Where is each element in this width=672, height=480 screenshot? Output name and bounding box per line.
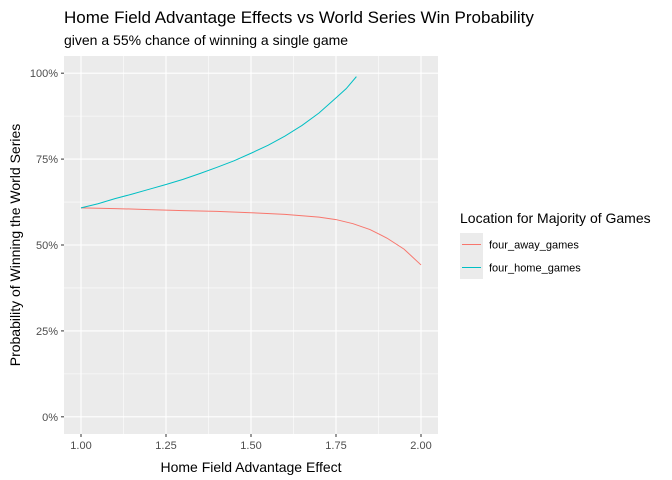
legend-label: four_home_games <box>489 263 581 275</box>
chart-title: Home Field Advantage Effects vs World Se… <box>64 8 534 27</box>
series-line-four_home_games <box>80 76 357 209</box>
x-axis-ticks: 1.00 1.25 1.50 1.75 2.00 <box>70 434 432 452</box>
y-axis-title: Probability of Winning the World Series <box>7 124 23 367</box>
legend-items: four_away_games four_home_games <box>460 233 581 279</box>
x-tick-label: 1.25 <box>155 440 176 452</box>
grid-major <box>64 56 438 434</box>
y-axis-ticks: 0% 25% 50% 75% 100% <box>30 68 64 424</box>
series-lines <box>80 76 422 266</box>
y-tick-label: 100% <box>30 68 58 80</box>
legend: Location for Majority of Games four_away… <box>460 210 651 279</box>
x-axis-title: Home Field Advantage Effect <box>160 459 341 475</box>
x-tick-label: 1.00 <box>70 440 91 452</box>
legend-title: Location for Majority of Games <box>460 210 651 226</box>
x-tick-label: 1.75 <box>325 440 346 452</box>
chart-subtitle: given a 55% chance of winning a single g… <box>64 32 348 48</box>
y-tick-label: 75% <box>36 154 58 166</box>
y-tick-label: 0% <box>42 412 58 424</box>
x-tick-label: 1.50 <box>240 440 261 452</box>
y-tick-label: 50% <box>36 240 58 252</box>
x-tick-label: 2.00 <box>410 440 431 452</box>
series-line-four_away_games <box>80 207 422 266</box>
legend-label: four_away_games <box>489 240 579 252</box>
y-tick-label: 25% <box>36 326 58 338</box>
